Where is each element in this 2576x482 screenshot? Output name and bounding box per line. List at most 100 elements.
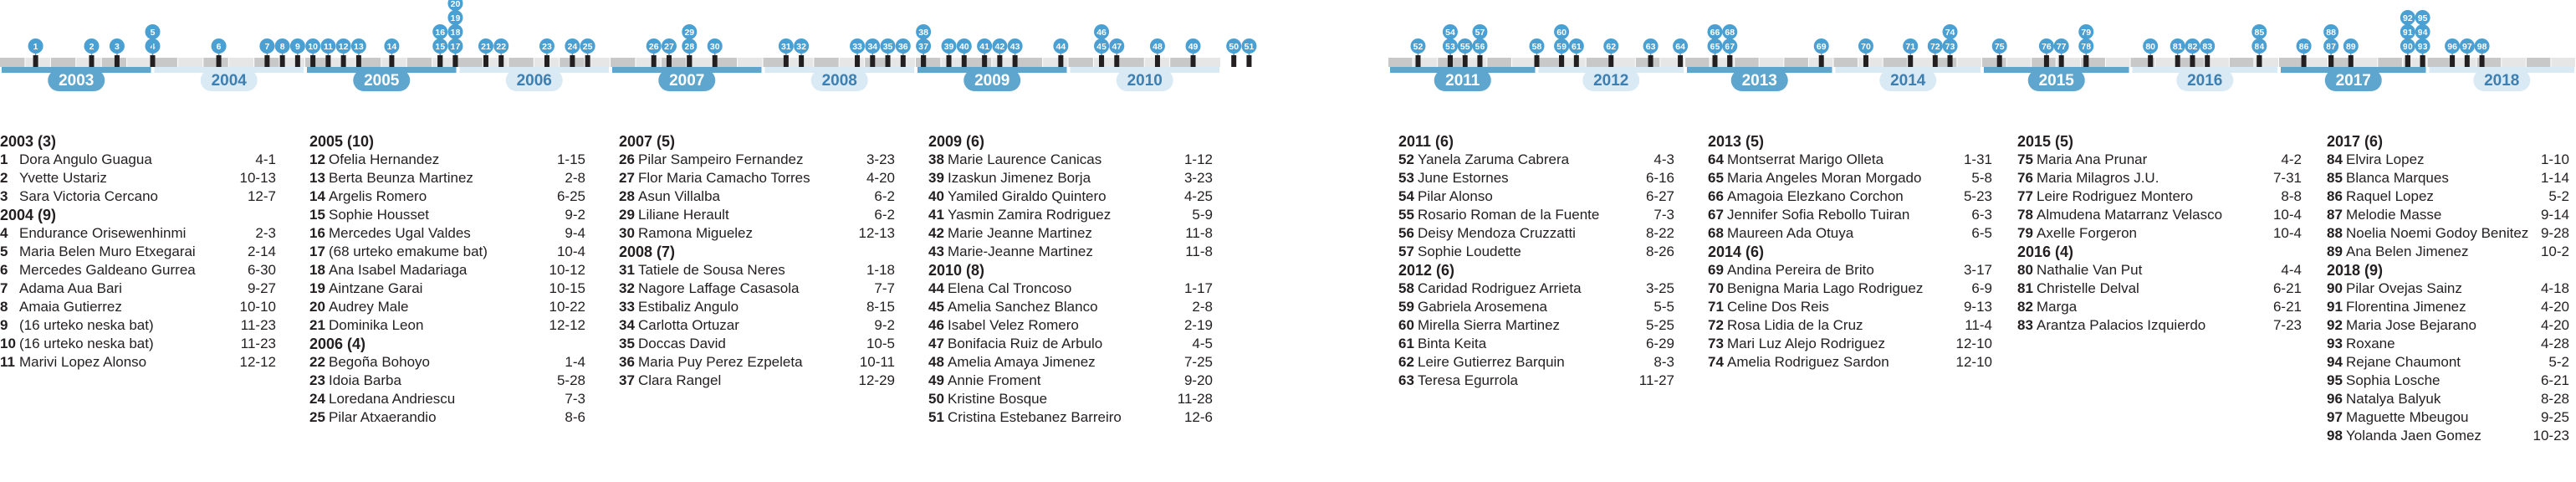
right-timeline-marker-dot bbox=[1927, 38, 1943, 54]
right-timeline-year-label: 2017 bbox=[2336, 72, 2371, 90]
item-number: 70 bbox=[1708, 280, 1724, 296]
list-item: 26 Pilar Sampeiro Fernandez 3-23 bbox=[619, 151, 895, 169]
left-timeline-marker-tick bbox=[666, 55, 672, 67]
left-timeline-marker-tick bbox=[585, 55, 590, 67]
year-group-header: 2006 (4) bbox=[309, 336, 366, 352]
left-timeline-marker-label: 16 bbox=[435, 28, 445, 38]
left-timeline-marker-label: 36 bbox=[898, 42, 908, 52]
item-name: Izaskun Jimenez Borja bbox=[948, 170, 1091, 186]
right-timeline-marker-label: 86 bbox=[2299, 42, 2309, 52]
list-item: 68 Maureen Ada Otuya 6-5 bbox=[1708, 224, 1992, 243]
left-timeline-marker-label: 21 bbox=[481, 42, 491, 52]
left-timeline-marker-label: 11 bbox=[324, 42, 333, 52]
right-timeline-marker-label: 98 bbox=[2477, 42, 2487, 52]
item-number: 33 bbox=[619, 299, 635, 315]
left-timeline-marker-tick bbox=[946, 55, 952, 67]
item-name: Dominika Leon bbox=[329, 317, 424, 333]
left-timeline-strip-seg bbox=[1170, 58, 1195, 67]
left-timeline-strip-seg bbox=[1017, 58, 1043, 67]
list-item: 60 Mirella Sierra Martinez 5-25 bbox=[1398, 316, 1674, 335]
item-name: Elvira Lopez bbox=[2346, 151, 2425, 167]
item-name: Elena Cal Troncoso bbox=[948, 280, 1072, 296]
left-timeline-marker-tick bbox=[264, 55, 270, 67]
left-timeline-marker-tick bbox=[570, 55, 575, 67]
right-timeline-marker-tick bbox=[1678, 55, 1684, 67]
item-number: 66 bbox=[1708, 188, 1724, 204]
item-date: 6-3 bbox=[1971, 207, 1992, 223]
item-number: 23 bbox=[309, 372, 325, 388]
left-timeline-marker-tick bbox=[1190, 55, 1196, 67]
left-timeline-strip-seg bbox=[1093, 58, 1119, 67]
item-date: 1-10 bbox=[2540, 151, 2569, 167]
right-timeline-marker-dot bbox=[2185, 38, 2200, 54]
list-item: 98 Yolanda Jaen Gomez 10-23 bbox=[2327, 427, 2569, 445]
right-timeline-marker-label: 63 bbox=[1646, 42, 1656, 52]
left-timeline-marker-dot bbox=[1094, 24, 1110, 39]
list-item: 56 Deisy Mendoza Cruzzatti 8-22 bbox=[1398, 224, 1674, 243]
left-timeline-marker-dot bbox=[682, 24, 698, 39]
left-timeline-year-label: 2004 bbox=[212, 72, 248, 90]
left-timeline-strip-seg bbox=[814, 58, 839, 67]
item-date: 12-12 bbox=[239, 354, 276, 370]
list-item: 74 Amelia Rodriguez Sardon 12-10 bbox=[1708, 353, 1992, 372]
item-name: Rosa Lidia de la Cruz bbox=[1727, 317, 1863, 333]
left-timeline-marker-tick bbox=[1099, 55, 1105, 67]
list-item: 97 Maguette Mbeugou 9-25 bbox=[2327, 408, 2569, 427]
left-timeline-strip-seg bbox=[839, 58, 865, 67]
left-timeline-marker-dot bbox=[1007, 38, 1023, 54]
right-timeline-marker-label: 81 bbox=[2173, 42, 2183, 52]
left-timeline-marker-dot bbox=[895, 38, 911, 54]
left-timeline-marker-tick bbox=[355, 55, 361, 67]
item-number: 32 bbox=[619, 280, 635, 296]
item-name: Maria Angeles Moran Morgado bbox=[1727, 170, 1922, 186]
list-item: 80 Nathalie Van Put 4-4 bbox=[2017, 261, 2302, 279]
timeline-area: 2003200420052006200720082009201012345678… bbox=[0, 0, 2576, 134]
item-number: 71 bbox=[1708, 299, 1724, 315]
right-timeline-marker-tick bbox=[1534, 55, 1540, 67]
item-date: 4-4 bbox=[2281, 262, 2302, 278]
left-timeline-marker-label: 50 bbox=[1229, 42, 1239, 52]
right-timeline-marker-label: 88 bbox=[2326, 28, 2336, 38]
right-timeline-marker-label: 92 bbox=[2403, 13, 2413, 23]
list-item: 1 Dora Angulo Guagua 4-1 bbox=[0, 151, 276, 169]
left-timeline-marker-dot bbox=[865, 38, 881, 54]
list-item: 34 Carlotta Ortuzar 9-2 bbox=[619, 316, 895, 335]
list-item: 47 Bonifacia Ruiz de Arbulo 4-5 bbox=[928, 335, 1213, 353]
item-date: 9-28 bbox=[2540, 225, 2569, 241]
left-timeline-year-pill bbox=[200, 69, 258, 91]
item-date: 1-12 bbox=[1183, 151, 1213, 167]
left-timeline-marker-dot bbox=[384, 38, 400, 54]
item-name: Sophia Losche bbox=[2346, 372, 2441, 388]
item-number: 47 bbox=[928, 336, 944, 351]
item-number: 20 bbox=[309, 299, 325, 315]
right-timeline-marker-dot bbox=[1903, 38, 1919, 54]
item-number: 37 bbox=[619, 372, 635, 388]
item-name: Loredana Andriescu bbox=[329, 391, 456, 407]
left-timeline-strip-seg bbox=[1119, 58, 1144, 67]
right-timeline-marker-label: 74 bbox=[1945, 28, 1955, 38]
left-timeline-strip-seg bbox=[76, 58, 101, 67]
item-date: 10-10 bbox=[239, 299, 276, 315]
item-date: 9-20 bbox=[1183, 372, 1213, 388]
item-name: Roxane bbox=[2346, 336, 2395, 351]
left-timeline-strip-seg bbox=[966, 58, 992, 67]
right-timeline-marker-dot bbox=[1991, 38, 2007, 54]
list-item: 50 Kristine Bosque 11-28 bbox=[928, 390, 1213, 408]
item-number: 95 bbox=[2327, 372, 2343, 388]
item-date: 1-14 bbox=[2540, 170, 2569, 186]
left-timeline-marker-label: 13 bbox=[354, 42, 364, 52]
right-timeline-marker-tick bbox=[1818, 55, 1824, 67]
right-timeline-marker-tick bbox=[2301, 55, 2307, 67]
item-number: 45 bbox=[928, 299, 944, 315]
left-timeline-year-label: 2008 bbox=[822, 72, 857, 90]
item-number: 82 bbox=[2017, 299, 2033, 315]
item-name: Doccas David bbox=[638, 336, 726, 351]
item-name: Kristine Bosque bbox=[948, 391, 1048, 407]
item-date: 9-4 bbox=[565, 225, 585, 241]
right-timeline-marker-tick bbox=[1863, 55, 1868, 67]
left-timeline-marker-dot bbox=[289, 38, 305, 54]
item-name: Maria Jose Bejarano bbox=[2346, 317, 2476, 333]
left-timeline-marker-label: 46 bbox=[1096, 28, 1107, 38]
item-name: Nathalie Van Put bbox=[2037, 262, 2143, 278]
item-number: 25 bbox=[309, 409, 325, 425]
